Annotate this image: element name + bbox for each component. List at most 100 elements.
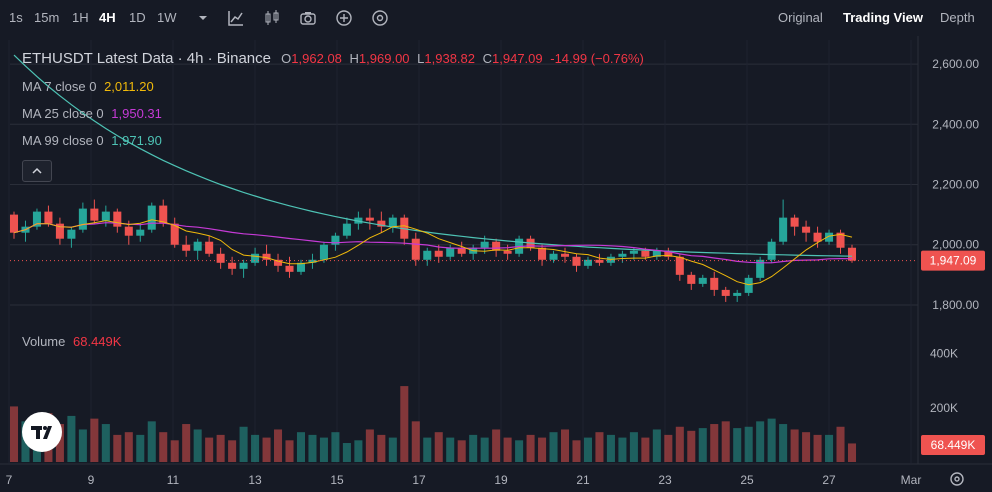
candle-body <box>549 253 558 260</box>
volume-bar <box>847 443 857 462</box>
chart-type-candles-icon[interactable] <box>262 8 282 28</box>
candle-body <box>113 211 122 227</box>
volume-bar <box>606 434 615 462</box>
volume-bar <box>285 440 294 462</box>
volume-bar <box>365 429 374 462</box>
candle-body <box>836 232 845 248</box>
time-tick-label: 13 <box>248 473 262 487</box>
candle-body <box>239 262 248 269</box>
volume-bar <box>687 430 696 462</box>
candle-body <box>78 208 87 230</box>
volume-value: 68.449K <box>73 334 122 349</box>
collapse-legend-button[interactable] <box>22 160 52 182</box>
volume-bar <box>55 424 64 462</box>
candle-body <box>216 253 225 263</box>
volume-bar <box>159 432 168 462</box>
candle-body <box>44 211 53 224</box>
timeframe-1w[interactable]: 1W <box>157 10 177 25</box>
low-value: 1,938.82 <box>424 51 475 66</box>
timeframe-4h[interactable]: 4H <box>99 10 116 25</box>
volume-bar <box>457 440 466 462</box>
open-label: O <box>281 51 292 66</box>
time-tick-label: 17 <box>412 473 426 487</box>
volume-bar <box>388 437 397 462</box>
price-tick-label: 1,800.00 <box>932 298 979 312</box>
volume-bar <box>779 424 788 462</box>
candle-body <box>170 223 179 245</box>
candle-body <box>618 253 627 257</box>
volume-bar <box>251 434 260 462</box>
candle-body <box>251 253 260 263</box>
candle-body <box>641 250 650 257</box>
volume-bar <box>526 434 535 462</box>
candle-body <box>205 241 214 254</box>
candle-body <box>400 217 409 239</box>
candle-body <box>767 241 776 260</box>
candle-body <box>193 241 202 251</box>
volume-bar <box>124 432 133 462</box>
close-value: 1,947.09 <box>492 51 543 66</box>
candle-body <box>228 262 237 269</box>
candle-body <box>262 253 271 260</box>
volume-bar <box>813 434 822 462</box>
volume-bar <box>239 426 248 462</box>
time-tick-label: 11 <box>167 473 180 487</box>
volume-bar <box>595 432 604 462</box>
view-depth[interactable]: Depth <box>940 10 975 25</box>
ma25-legend[interactable]: MA 25 close 0 1,950.31 <box>22 106 162 121</box>
ma99-line <box>13 54 853 257</box>
timeframe-1s[interactable]: 1s <box>9 10 23 25</box>
volume-bar <box>331 432 340 462</box>
high-value: 1,969.00 <box>358 51 410 66</box>
volume-bar <box>228 440 237 462</box>
candle-body <box>560 253 570 257</box>
indicators-icon[interactable] <box>226 8 246 28</box>
screenshot-camera-icon[interactable] <box>298 8 318 28</box>
candle-body <box>308 259 317 263</box>
ma99-legend[interactable]: MA 99 close 0 1,971.90 <box>22 133 162 148</box>
candle-body <box>55 223 64 239</box>
time-tick-label: 7 <box>6 473 13 487</box>
symbol-title: ETHUSDT Latest Data · 4h · Binance <box>22 50 271 67</box>
chevron-up-icon <box>32 167 42 174</box>
candle-body <box>756 259 765 278</box>
timeframe-1d[interactable]: 1D <box>129 10 146 25</box>
view-original[interactable]: Original <box>778 10 823 25</box>
add-plus-icon[interactable] <box>334 8 354 28</box>
volume-bar <box>802 432 811 462</box>
ma99-label: MA 99 close 0 <box>22 133 104 148</box>
volume-bar <box>90 418 99 462</box>
candle-body <box>583 259 592 266</box>
candle-body <box>136 229 145 236</box>
volume-bar <box>377 434 386 462</box>
timeframe-15m[interactable]: 15m <box>34 10 60 25</box>
timeframe-dropdown-icon[interactable] <box>193 8 213 28</box>
chart-settings-icon[interactable] <box>370 8 390 28</box>
volume-bar <box>629 432 638 462</box>
candle-body <box>274 259 283 266</box>
volume-bar <box>515 440 524 462</box>
volume-bar <box>836 426 845 462</box>
candle-body <box>538 247 547 260</box>
candle-body <box>434 250 443 257</box>
volume-bar <box>296 432 306 462</box>
ma7-legend[interactable]: MA 7 close 0 2,011.20 <box>22 79 154 94</box>
volume-bar <box>101 424 110 462</box>
tradingview-logo[interactable] <box>22 412 62 452</box>
candle-body <box>67 229 76 239</box>
volume-bar <box>170 440 179 462</box>
view-trading-view[interactable]: Trading View <box>843 10 923 25</box>
candle-body <box>802 226 811 233</box>
volume-bar <box>434 432 443 462</box>
timeframe-1h[interactable]: 1H <box>72 10 89 25</box>
time-tick-label: 27 <box>822 473 836 487</box>
volume-bar <box>446 437 455 462</box>
candle-body <box>710 277 719 290</box>
candle-body <box>698 277 707 284</box>
candle-body <box>733 292 742 296</box>
volume-bar <box>503 437 512 462</box>
candle-body <box>365 217 374 221</box>
settings-gear-icon[interactable] <box>948 470 966 488</box>
price-tick-label: 2,000.00 <box>932 238 979 252</box>
